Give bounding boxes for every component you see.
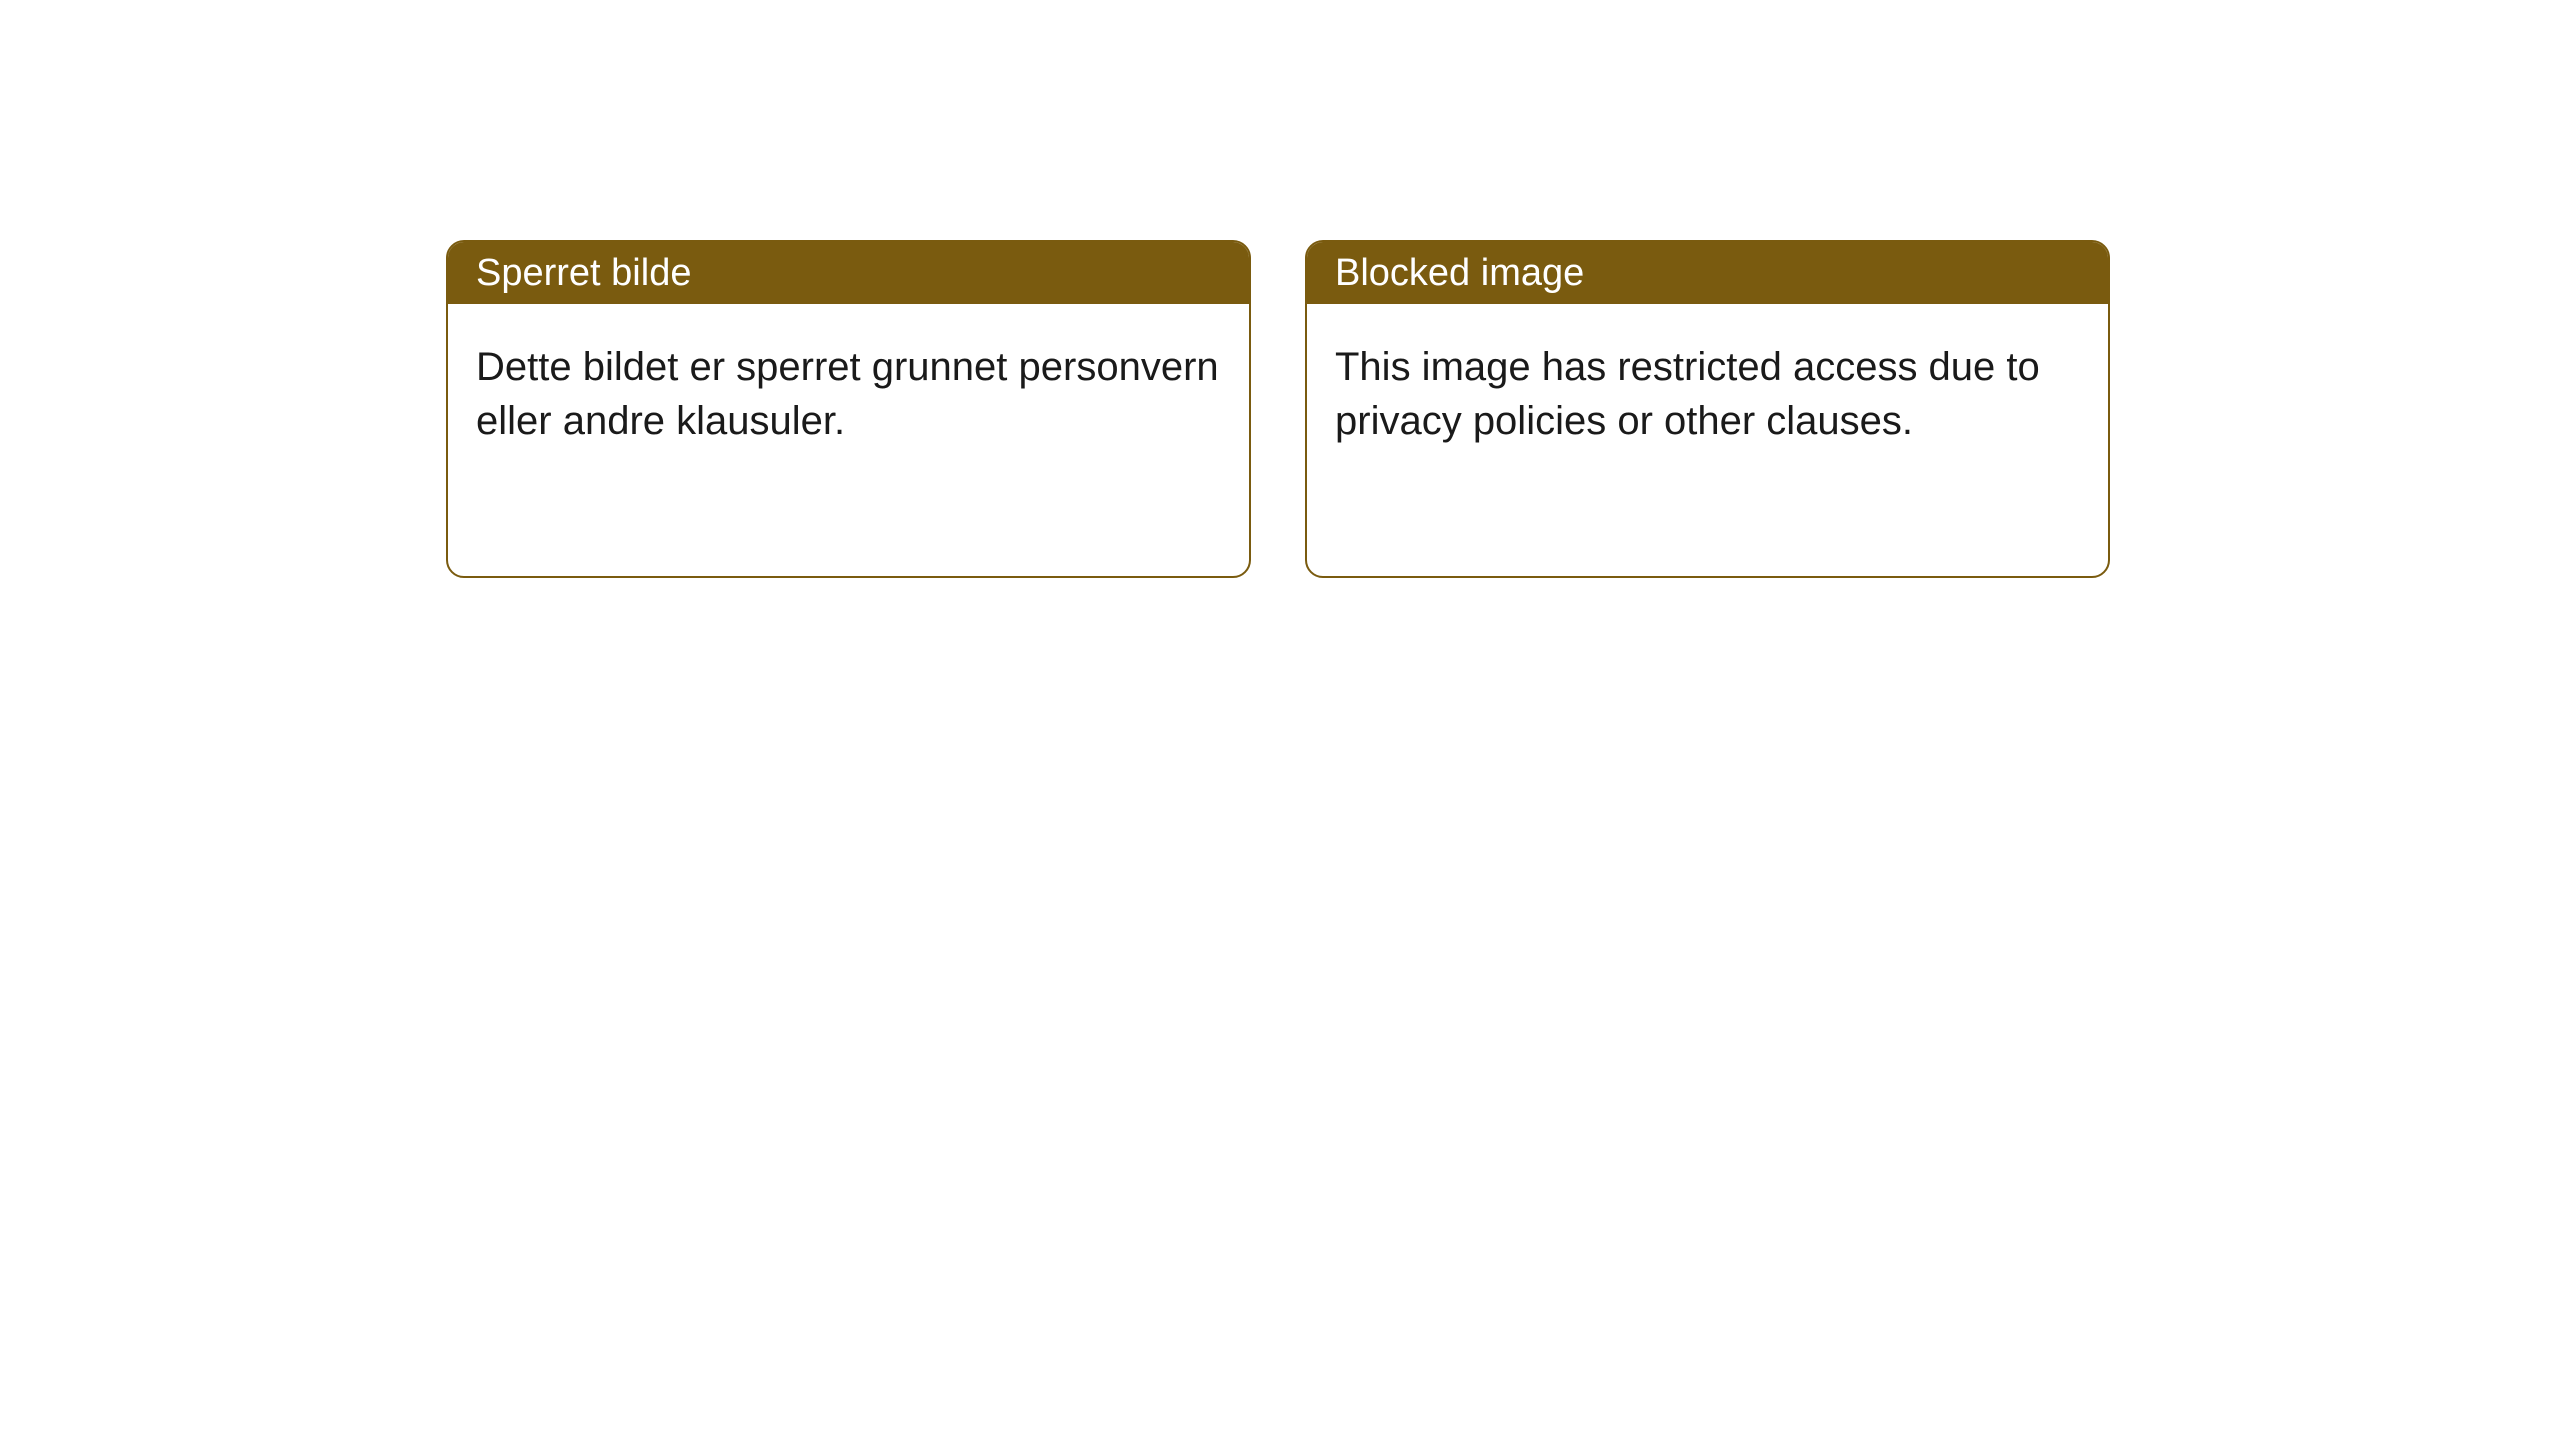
blocked-image-cards-container: Sperret bilde Dette bildet er sperret gr… bbox=[446, 240, 2110, 578]
card-body-text-en: This image has restricted access due to … bbox=[1335, 345, 2040, 443]
card-header-no: Sperret bilde bbox=[448, 242, 1249, 304]
blocked-image-card-en: Blocked image This image has restricted … bbox=[1305, 240, 2110, 578]
card-title-en: Blocked image bbox=[1335, 252, 1584, 295]
blocked-image-card-no: Sperret bilde Dette bildet er sperret gr… bbox=[446, 240, 1251, 578]
card-body-no: Dette bildet er sperret grunnet personve… bbox=[448, 304, 1249, 484]
card-body-text-no: Dette bildet er sperret grunnet personve… bbox=[476, 345, 1219, 443]
card-header-en: Blocked image bbox=[1307, 242, 2108, 304]
card-title-no: Sperret bilde bbox=[476, 252, 691, 295]
card-body-en: This image has restricted access due to … bbox=[1307, 304, 2108, 484]
